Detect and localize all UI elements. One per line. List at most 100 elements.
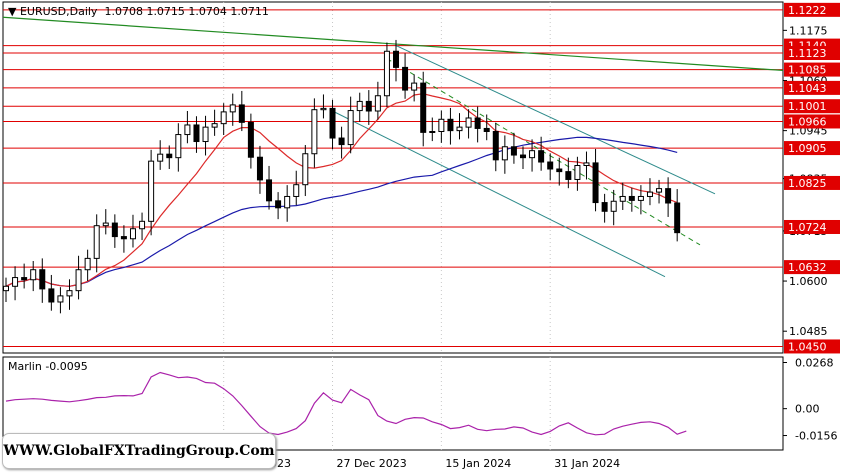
candle-body (628, 195, 635, 201)
level-tag (784, 219, 840, 234)
candle-body (266, 179, 273, 202)
indicator-plot-frame (2, 356, 784, 451)
candle-body (129, 228, 136, 240)
candle-body (66, 290, 73, 297)
candle-body (456, 126, 463, 132)
candle-body (510, 146, 517, 156)
candle-body (619, 195, 626, 202)
candle-body (329, 107, 336, 139)
candle-body (247, 121, 254, 158)
channel-upper-line (395, 45, 716, 195)
candle-body (338, 137, 345, 146)
candle-body (637, 195, 644, 201)
level-tag (784, 141, 840, 156)
trendline (2, 16, 784, 72)
candle-body (166, 153, 173, 159)
candle-body (39, 269, 46, 290)
candle-body (3, 285, 9, 292)
price-tick-label: 1.1175 (789, 24, 828, 37)
candle-body (565, 171, 572, 180)
indicator-tick-label: 0.00 (795, 403, 820, 416)
candle-body (519, 154, 526, 159)
candle-body (275, 200, 282, 209)
candle-body (120, 236, 127, 240)
candle-body (402, 66, 409, 91)
watermark-text: WWW.GlobalFXTradingGroup.Com (3, 443, 275, 459)
level-tag (784, 114, 840, 129)
candle-body (429, 130, 436, 133)
candle-body (601, 202, 608, 212)
candle-body (665, 188, 672, 204)
candle-body (202, 126, 209, 143)
indicator-tick-label: 0.0268 (795, 357, 834, 370)
ohlc-values: 1.0708 1.0715 1.0704 1.0711 (104, 5, 269, 18)
candle-body (302, 153, 309, 186)
candle-body (483, 127, 490, 132)
candle-body (57, 295, 64, 303)
candle-body (365, 100, 372, 112)
candle-body (383, 50, 390, 97)
candle-body (175, 134, 182, 159)
candle-body (583, 162, 590, 167)
candle-body (674, 202, 681, 234)
candle-body (347, 110, 354, 146)
level-label: 1.1222 (788, 4, 827, 17)
candle-body (492, 130, 499, 161)
candle-body (465, 117, 472, 128)
candle-body (320, 107, 327, 111)
candle-body (646, 191, 653, 197)
moving-average-fast (5, 93, 678, 287)
candle-body (656, 188, 663, 193)
symbol-label: EURUSD,Daily (19, 5, 98, 18)
level-tag (784, 99, 840, 114)
candle-body (356, 100, 363, 112)
candle-body (193, 124, 200, 143)
candle-body (538, 150, 545, 163)
date-tick-label: 15 Jan 2024 (445, 457, 511, 470)
candle-body (48, 288, 55, 303)
level-label: 1.1043 (788, 82, 827, 95)
candle-body (501, 146, 508, 161)
candle-body (574, 165, 581, 180)
marlin-line (5, 371, 687, 436)
candle-body (148, 160, 155, 222)
candle-body (256, 156, 263, 181)
level-label: 1.0632 (788, 261, 827, 274)
watermark-logo: WWW.GlobalFXTradingGroup.Com (2, 433, 276, 469)
candle-body (111, 222, 118, 238)
level-label: 1.1123 (788, 47, 827, 60)
candle-body (21, 277, 28, 281)
level-label: 1.0724 (788, 221, 827, 234)
price-tick-label: 1.0600 (789, 275, 828, 288)
level-label: 1.0450 (788, 340, 827, 353)
candle-body (93, 225, 100, 259)
level-tag (784, 260, 840, 275)
candle-body (547, 161, 554, 170)
level-tag (784, 62, 840, 77)
candle-body (84, 257, 91, 271)
level-tag (784, 2, 840, 17)
level-label: 1.1001 (788, 100, 827, 113)
candle-body (474, 117, 481, 129)
main-plot-frame (2, 1, 784, 354)
candle-body (102, 222, 109, 227)
candle-body (374, 95, 381, 112)
candle-body (184, 124, 191, 136)
candle-body (238, 104, 245, 123)
channel-lower-line (332, 110, 666, 278)
indicator-label: Marlin -0.0095 (8, 360, 88, 373)
level-tag (784, 339, 840, 354)
level-label: 1.0905 (788, 142, 827, 155)
candle-body (438, 118, 445, 132)
candle-body (420, 82, 427, 133)
dropdown-triangle-icon[interactable]: ▼ (8, 5, 17, 18)
moving-average-slow (5, 136, 678, 287)
date-tick-label: 31 Jan 2024 (554, 457, 620, 470)
candle-body (311, 109, 318, 155)
symbol-header: ▼ EURUSD,Daily 1.0708 1.0715 1.0704 1.07… (8, 5, 269, 18)
candle-body (75, 269, 82, 292)
level-label: 1.0966 (788, 115, 827, 128)
candle-body (211, 123, 218, 128)
candle-body (139, 220, 146, 230)
